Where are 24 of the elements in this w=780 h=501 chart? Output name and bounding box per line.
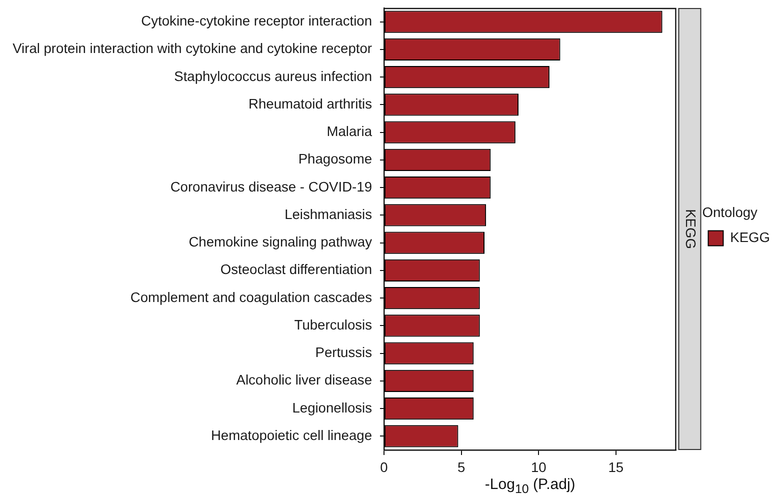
x-tick-label: 0	[380, 460, 388, 476]
y-tick-label: Osteoclast differentiation	[220, 262, 372, 278]
x-tick-label: 10	[530, 460, 547, 476]
y-tick-label: Tuberculosis	[294, 317, 372, 332]
y-tick-label: Coronavirus disease - COVID-19	[170, 179, 372, 194]
y-tick-label: Chemokine signaling pathway	[188, 234, 372, 250]
x-tick-label: 5	[457, 460, 466, 476]
y-tick-label: Viral protein interaction with cytokine and cytokine receptor	[12, 41, 372, 56]
y-tick-label: Rheumatoid arthritis	[248, 96, 372, 112]
y-tick-label: Complement and coagulation cascades	[130, 290, 372, 305]
y-tick-label: Cytokine-cytokine receptor interaction	[141, 14, 372, 29]
y-tick-label: Phagosome	[298, 152, 372, 167]
y-tick-label: Legionellosis	[292, 400, 372, 416]
y-tick-label: Pertussis	[315, 345, 372, 360]
x-tick-label: 15	[608, 460, 624, 476]
y-tick-label: Alcoholic liver disease	[236, 372, 372, 388]
y-tick-label: Staphylococcus aureus infection	[174, 68, 372, 84]
x-axis-title: -Log$_{10}$ (P.adj)	[484, 476, 576, 497]
text: KEGG	[682, 209, 698, 249]
y-tick-label: Leishmaniasis	[284, 206, 372, 222]
y-tick-label: Malaria	[326, 124, 372, 140]
legend-label: KEGG	[730, 230, 770, 246]
legend-title: Ontology	[702, 204, 758, 220]
y-tick-label: Hematopoietic cell lineage	[210, 428, 372, 443]
